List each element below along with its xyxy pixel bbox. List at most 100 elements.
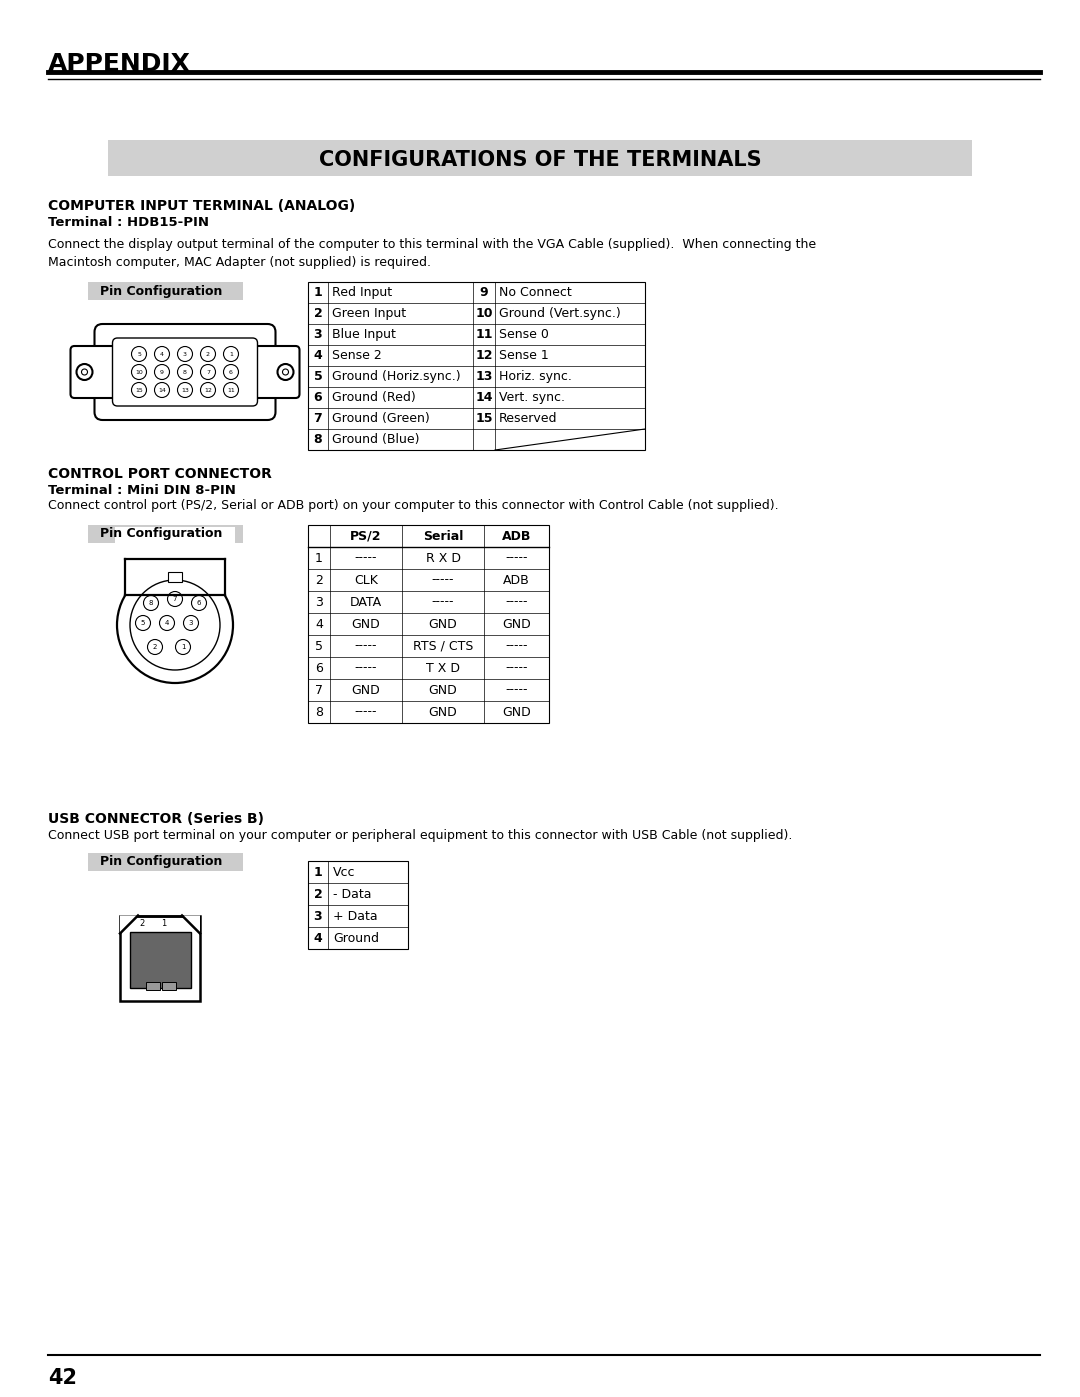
Text: Ground (Vert.sync.): Ground (Vert.sync.) (499, 307, 621, 320)
Circle shape (81, 369, 87, 374)
FancyBboxPatch shape (308, 525, 549, 724)
Text: 15: 15 (135, 387, 143, 393)
Circle shape (160, 616, 175, 630)
Text: Ground (Horiz.sync.): Ground (Horiz.sync.) (332, 370, 461, 383)
FancyBboxPatch shape (70, 346, 117, 398)
Text: 10: 10 (475, 307, 492, 320)
Text: GND: GND (429, 683, 457, 697)
Circle shape (283, 369, 288, 374)
Text: Connect USB port terminal on your computer or peripheral equipment to this conne: Connect USB port terminal on your comput… (48, 828, 793, 841)
Circle shape (130, 580, 220, 671)
Text: -----: ----- (432, 595, 455, 609)
Text: 7: 7 (313, 412, 322, 425)
FancyBboxPatch shape (112, 338, 257, 407)
Text: 8: 8 (313, 433, 322, 446)
FancyBboxPatch shape (114, 527, 235, 595)
Circle shape (184, 616, 199, 630)
Text: 3: 3 (183, 352, 187, 356)
Text: Reserved: Reserved (499, 412, 557, 425)
Text: Pin Configuration: Pin Configuration (100, 528, 222, 541)
Text: Vert. sync.: Vert. sync. (499, 391, 565, 404)
FancyBboxPatch shape (87, 854, 243, 870)
FancyBboxPatch shape (87, 525, 243, 543)
FancyBboxPatch shape (254, 346, 299, 398)
Text: 1: 1 (313, 286, 322, 299)
Text: Sense 0: Sense 0 (499, 328, 549, 341)
Text: -----: ----- (354, 552, 377, 564)
Text: Ground: Ground (333, 932, 379, 944)
Text: 2: 2 (315, 574, 323, 587)
Text: 5: 5 (315, 640, 323, 652)
Text: 3: 3 (313, 909, 322, 922)
Text: T X D: T X D (426, 662, 460, 675)
FancyBboxPatch shape (168, 571, 183, 583)
Text: ADB: ADB (503, 574, 530, 587)
Text: Terminal : HDB15-PIN: Terminal : HDB15-PIN (48, 215, 210, 229)
Text: COMPUTER INPUT TERMINAL (ANALOG): COMPUTER INPUT TERMINAL (ANALOG) (48, 198, 355, 212)
Text: GND: GND (429, 617, 457, 630)
Text: Pin Configuration: Pin Configuration (100, 855, 222, 869)
Circle shape (175, 640, 190, 655)
Circle shape (154, 383, 170, 398)
Text: GND: GND (502, 617, 531, 630)
Circle shape (177, 365, 192, 380)
Text: 3: 3 (313, 328, 322, 341)
Text: 7: 7 (206, 369, 210, 374)
Circle shape (191, 595, 206, 610)
Text: 8: 8 (184, 369, 187, 374)
FancyBboxPatch shape (108, 140, 972, 176)
Text: DATA: DATA (350, 595, 382, 609)
Text: No Connect: No Connect (499, 286, 571, 299)
Text: 8: 8 (315, 705, 323, 718)
FancyBboxPatch shape (308, 861, 408, 949)
Circle shape (154, 365, 170, 380)
Text: 3: 3 (315, 595, 323, 609)
Circle shape (148, 640, 162, 655)
Text: GND: GND (352, 683, 380, 697)
Text: 14: 14 (475, 391, 492, 404)
Text: GND: GND (352, 617, 380, 630)
Circle shape (167, 591, 183, 606)
Text: -----: ----- (505, 640, 528, 652)
Text: -----: ----- (505, 683, 528, 697)
Text: 11: 11 (475, 328, 492, 341)
Text: 15: 15 (475, 412, 492, 425)
Text: 6: 6 (197, 599, 201, 606)
Text: -----: ----- (354, 705, 377, 718)
Text: 2: 2 (313, 887, 322, 901)
Text: Connect control port (PS/2, Serial or ADB port) on your computer to this connect: Connect control port (PS/2, Serial or AD… (48, 500, 779, 513)
Text: CLK: CLK (354, 574, 378, 587)
Circle shape (278, 365, 294, 380)
Circle shape (132, 383, 147, 398)
Text: Sense 1: Sense 1 (499, 349, 549, 362)
Circle shape (117, 567, 233, 683)
Text: 2: 2 (206, 352, 210, 356)
Text: 1: 1 (315, 552, 323, 564)
Circle shape (224, 383, 239, 398)
FancyBboxPatch shape (120, 915, 200, 1000)
Text: 5: 5 (137, 352, 140, 356)
Text: 5: 5 (313, 370, 322, 383)
Text: 4: 4 (315, 617, 323, 630)
FancyBboxPatch shape (130, 932, 190, 988)
Circle shape (77, 365, 93, 380)
Circle shape (224, 346, 239, 362)
Circle shape (154, 346, 170, 362)
Text: CONTROL PORT CONNECTOR: CONTROL PORT CONNECTOR (48, 467, 272, 481)
Circle shape (144, 595, 159, 610)
Circle shape (177, 383, 192, 398)
FancyBboxPatch shape (87, 282, 243, 300)
Circle shape (132, 346, 147, 362)
Text: Pin Configuration: Pin Configuration (100, 285, 222, 298)
Text: 9: 9 (480, 286, 488, 299)
Circle shape (201, 383, 216, 398)
Text: 9: 9 (160, 369, 164, 374)
Text: 4: 4 (160, 352, 164, 356)
Text: 12: 12 (204, 387, 212, 393)
FancyBboxPatch shape (162, 982, 176, 990)
Text: Serial: Serial (422, 529, 463, 542)
Text: Blue Input: Blue Input (332, 328, 396, 341)
Circle shape (135, 616, 150, 630)
Text: 11: 11 (227, 387, 234, 393)
Circle shape (201, 346, 216, 362)
